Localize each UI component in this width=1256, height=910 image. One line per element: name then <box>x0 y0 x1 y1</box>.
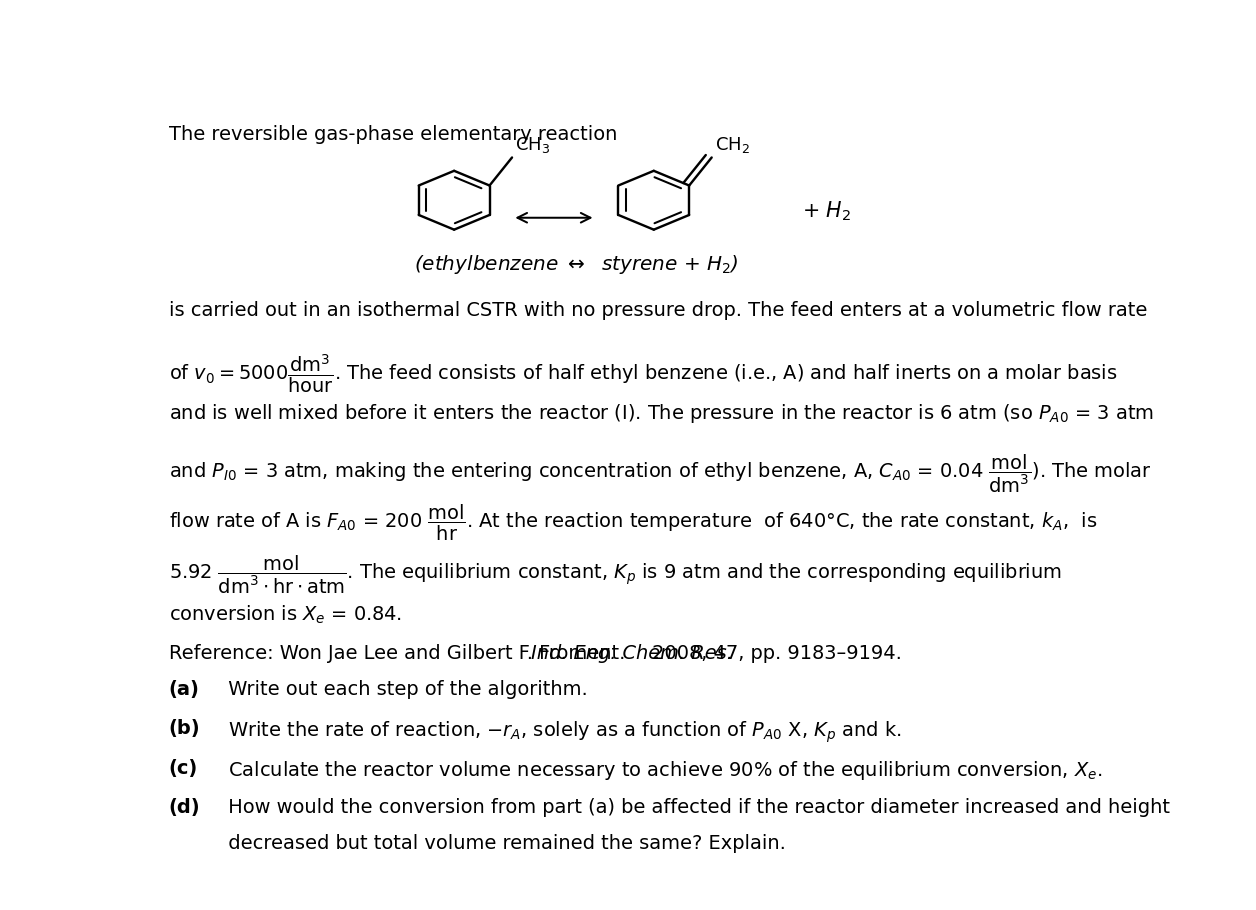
Text: is carried out in an isothermal CSTR with no pressure drop. The feed enters at a: is carried out in an isothermal CSTR wit… <box>168 301 1147 320</box>
Text: Write out each step of the algorithm.: Write out each step of the algorithm. <box>216 680 587 699</box>
Text: The reversible gas-phase elementary reaction: The reversible gas-phase elementary reac… <box>168 125 617 144</box>
Text: conversion is $X_e$ = 0.84.: conversion is $X_e$ = 0.84. <box>168 604 402 626</box>
Text: 5.92 $\dfrac{\mathrm{mol}}{\mathrm{dm}^3\cdot\mathrm{hr}\cdot\mathrm{atm}}$. The: 5.92 $\dfrac{\mathrm{mol}}{\mathrm{dm}^3… <box>168 553 1061 596</box>
Text: of $v_0 = 5000\dfrac{\mathrm{dm}^3}{\mathrm{hour}}$. The feed consists of half e: of $v_0 = 5000\dfrac{\mathrm{dm}^3}{\mat… <box>168 351 1117 395</box>
Text: Ind. Eng. Chem. Res.: Ind. Eng. Chem. Res. <box>531 644 732 663</box>
Text: Write the rate of reaction, $-r_A$, solely as a function of $P_{A0}$ X, $K_p$ an: Write the rate of reaction, $-r_A$, sole… <box>216 719 901 744</box>
Text: (a): (a) <box>168 680 200 699</box>
Text: CH$_2$: CH$_2$ <box>715 136 750 156</box>
Text: decreased but total volume remained the same? Explain.: decreased but total volume remained the … <box>216 834 785 853</box>
Text: and $P_{I0}$ = 3 atm, making the entering concentration of ethyl benzene, A, $C_: and $P_{I0}$ = 3 atm, making the enterin… <box>168 452 1150 495</box>
Text: (d): (d) <box>168 798 200 817</box>
Text: flow rate of A is $F_{A0}$ = 200 $\dfrac{\mathrm{mol}}{\mathrm{hr}}$. At the rea: flow rate of A is $F_{A0}$ = 200 $\dfrac… <box>168 503 1096 543</box>
Text: (ethylbenzene $\leftrightarrow$  styrene + $H_2$): (ethylbenzene $\leftrightarrow$ styrene … <box>413 253 737 276</box>
Text: Reference: Won Jae Lee and Gilbert F. Froment.: Reference: Won Jae Lee and Gilbert F. Fr… <box>168 644 631 663</box>
Text: CH$_3$: CH$_3$ <box>515 136 550 156</box>
Text: + $H_2$: + $H_2$ <box>801 199 850 223</box>
Text: 2008, 47, pp. 9183–9194.: 2008, 47, pp. 9183–9194. <box>646 644 902 663</box>
Text: and is well mixed before it enters the reactor (I). The pressure in the reactor : and is well mixed before it enters the r… <box>168 402 1153 425</box>
Text: (c): (c) <box>168 759 198 778</box>
Text: Calculate the reactor volume necessary to achieve 90% of the equilibrium convers: Calculate the reactor volume necessary t… <box>216 759 1102 782</box>
Text: (b): (b) <box>168 719 200 738</box>
Text: How would the conversion from part (a) be affected if the reactor diameter incre: How would the conversion from part (a) b… <box>216 798 1169 817</box>
